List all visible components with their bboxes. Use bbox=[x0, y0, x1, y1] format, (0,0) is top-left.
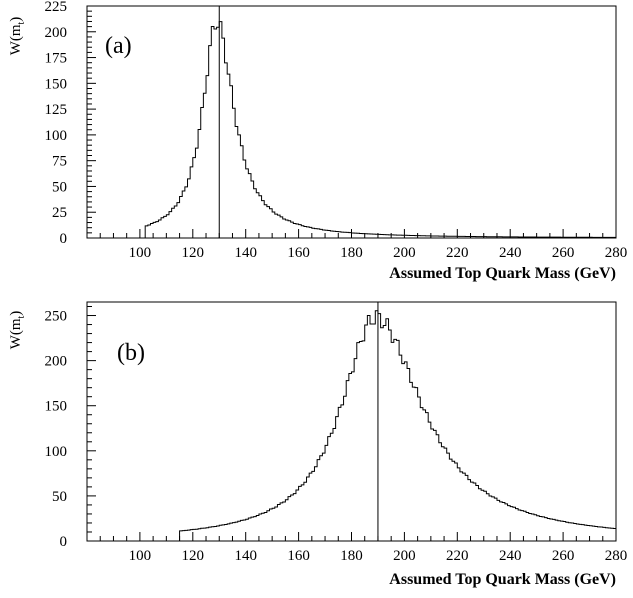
y-tick-label: 200 bbox=[45, 25, 68, 41]
y-tick-label: 200 bbox=[45, 354, 68, 370]
x-tick-label: 260 bbox=[552, 245, 575, 261]
x-tick-label: 120 bbox=[182, 245, 205, 261]
x-tick-label: 140 bbox=[234, 548, 257, 564]
x-tick-label: 240 bbox=[499, 245, 522, 261]
x-tick-label: 260 bbox=[552, 548, 575, 564]
x-tick-label: 240 bbox=[499, 548, 522, 564]
y-tick-label: 150 bbox=[45, 399, 68, 415]
panel-b: 100 120 140 160 180 200 220 240 260 280 0 50 100 150 2… bbox=[8, 301, 628, 588]
x-tick-label: 100 bbox=[129, 548, 152, 564]
plot-frame bbox=[86, 5, 617, 239]
x-tick-label: 220 bbox=[446, 548, 469, 564]
y-tick-label: 50 bbox=[52, 489, 67, 505]
x-axis-title: Assumed Top Quark Mass (GeV) bbox=[389, 265, 616, 282]
x-tick-label: 120 bbox=[182, 548, 205, 564]
panel-label: (b) bbox=[117, 340, 145, 366]
plot-frame bbox=[86, 301, 617, 542]
x-tick-label: 200 bbox=[393, 548, 416, 564]
y-tick-label: 250 bbox=[45, 309, 68, 325]
x-tick-label: 160 bbox=[287, 548, 310, 564]
y-tick-label: 0 bbox=[60, 231, 68, 247]
y-axis-title: W(mt) bbox=[8, 311, 27, 350]
y-tick-label: 100 bbox=[45, 128, 68, 144]
panel-a: 100 120 140 160 180 200 220 240 260 280 0 25 50 75 100… bbox=[8, 0, 627, 282]
x-axis-title: Assumed Top Quark Mass (GeV) bbox=[389, 571, 616, 588]
y-tick-label: 100 bbox=[45, 444, 68, 460]
y-tick-label: 50 bbox=[52, 179, 67, 195]
histogram-series bbox=[179, 310, 616, 541]
x-tick-label: 180 bbox=[340, 245, 363, 261]
panel-label: (a) bbox=[105, 33, 132, 59]
y-tick-label: 225 bbox=[45, 0, 68, 15]
x-tick-label: 200 bbox=[393, 245, 416, 261]
x-tick-label: 280 bbox=[605, 548, 628, 564]
y-tick-label: 175 bbox=[45, 51, 68, 67]
x-tick-label: 180 bbox=[340, 548, 363, 564]
x-tick-label: 280 bbox=[605, 245, 628, 261]
y-tick-label: 125 bbox=[45, 102, 68, 118]
x-tick-label: 140 bbox=[234, 245, 257, 261]
y-tick-label: 0 bbox=[60, 534, 68, 550]
histogram-series bbox=[144, 21, 616, 238]
x-tick-label: 100 bbox=[129, 245, 152, 261]
y-tick-label: 75 bbox=[52, 154, 67, 170]
x-tick-label: 160 bbox=[287, 245, 310, 261]
y-tick-label: 25 bbox=[52, 205, 67, 221]
x-tick-label: 220 bbox=[446, 245, 469, 261]
y-tick-label: 150 bbox=[45, 76, 68, 92]
y-axis-title: W(mt) bbox=[8, 17, 27, 56]
